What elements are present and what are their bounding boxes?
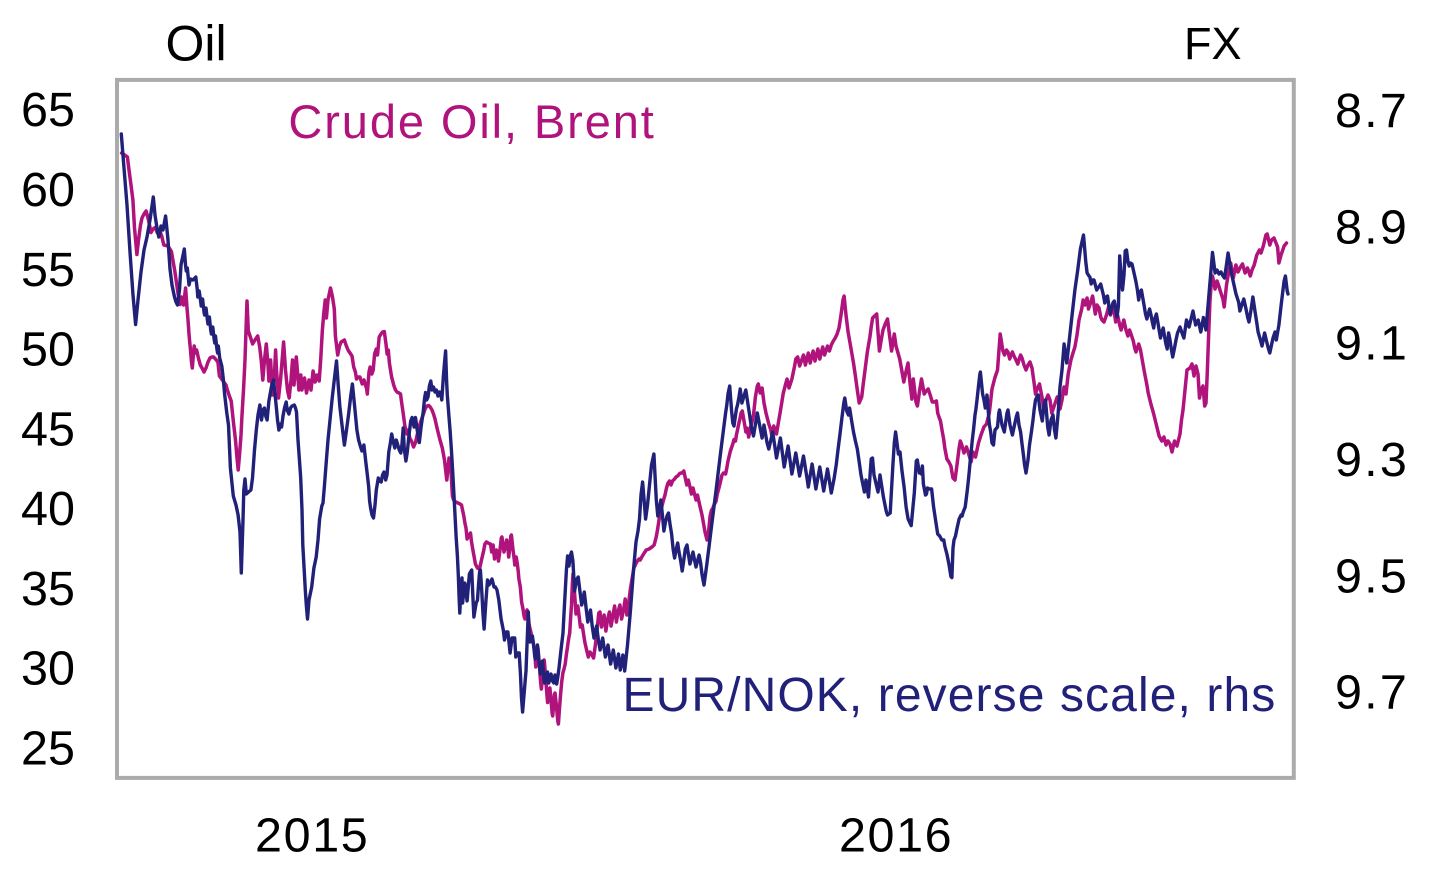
svg-text:30: 30 [21,642,75,696]
svg-text:Oil: Oil [166,15,227,71]
svg-text:45: 45 [21,402,75,456]
svg-text:8.9: 8.9 [1335,200,1409,254]
svg-text:EUR/NOK, reverse scale, rhs: EUR/NOK, reverse scale, rhs [623,669,1277,722]
svg-text:9.3: 9.3 [1335,433,1409,487]
svg-text:9.1: 9.1 [1335,317,1409,371]
svg-text:9.7: 9.7 [1335,666,1409,720]
svg-text:55: 55 [21,243,75,297]
svg-text:35: 35 [21,562,75,616]
svg-text:65: 65 [21,83,75,137]
svg-text:2015: 2015 [255,809,369,863]
svg-text:40: 40 [21,482,75,536]
svg-text:Crude Oil, Brent: Crude Oil, Brent [288,95,655,148]
svg-text:25: 25 [21,722,75,776]
svg-text:50: 50 [21,323,75,377]
svg-text:9.5: 9.5 [1335,549,1409,603]
svg-text:8.7: 8.7 [1335,84,1409,138]
svg-text:FX: FX [1184,18,1242,69]
svg-text:60: 60 [21,163,75,217]
svg-text:2016: 2016 [839,809,953,863]
